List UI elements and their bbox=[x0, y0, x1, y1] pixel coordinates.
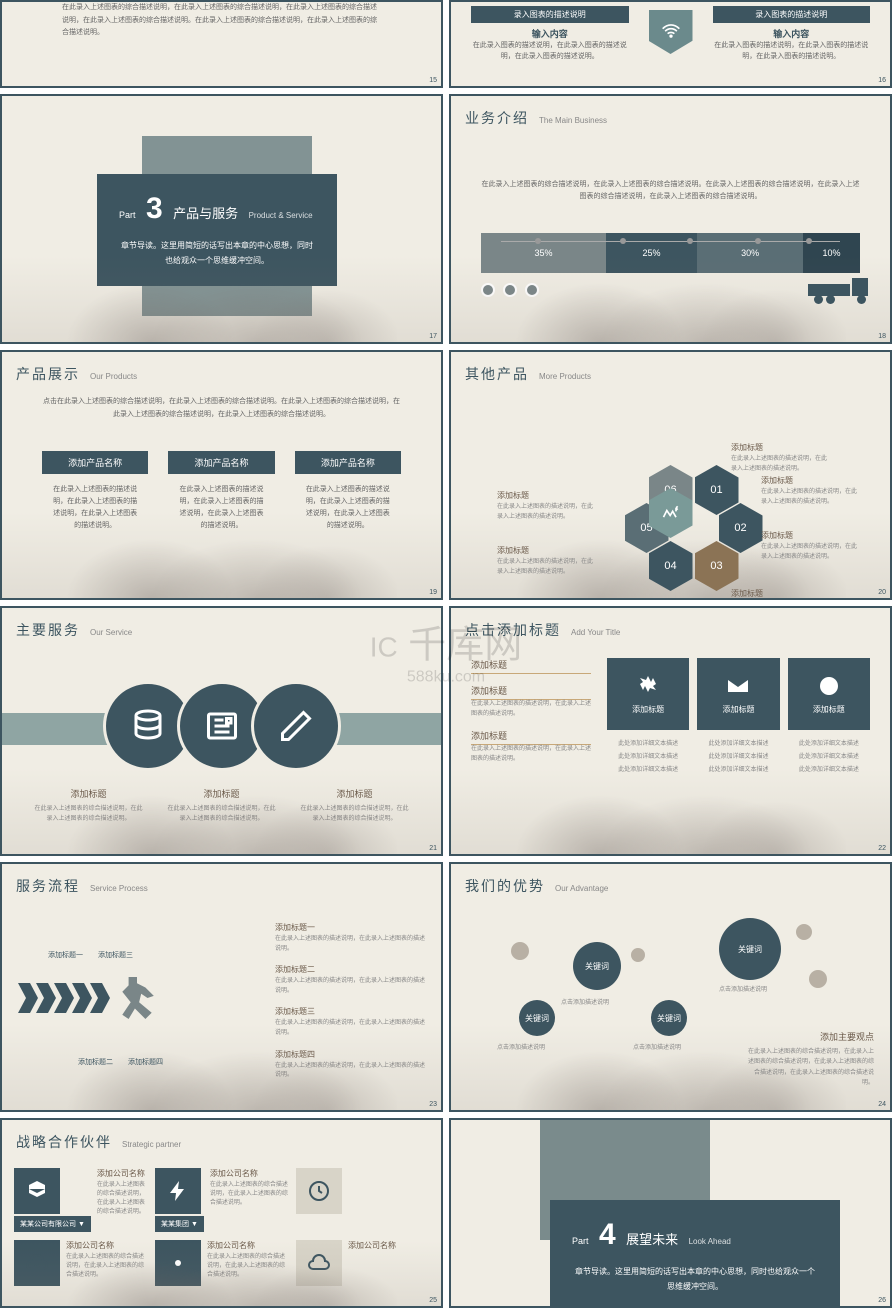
slide-25: 战略合作伙伴Strategic partner 某某公司有限公司 ▼添加公司名称… bbox=[0, 1118, 443, 1308]
partner-cell: 添加公司名称 bbox=[296, 1240, 429, 1286]
bar-segment: 30% bbox=[697, 233, 803, 273]
product-row: 添加产品名称在此录入上述图表的描述说明，在此录入上述图表的描述说明，在此录入上述… bbox=[2, 451, 441, 532]
card: 添加标题此处添加详细文本描述此处添加详细文本描述此处添加详细文本描述 bbox=[697, 658, 779, 840]
step-list: 添加标题一在此录入上述图表的描述说明，在此录入上述图表的描述说明。添加标题二在此… bbox=[275, 922, 425, 1088]
flow-label: 添加标题二 bbox=[78, 1057, 113, 1067]
slide-22: 点击添加标题Add Your Title 添加标题添加标题在此录入上述图表的描述… bbox=[449, 606, 892, 856]
bubble-diagram: 添加主要观点 在此录入上述图表的综合描述说明，在此录入上述图表的综合描述说明，在… bbox=[451, 902, 890, 1108]
slide-18: 业务介绍The Main Business 在此录入上述图表的综合描述说明，在此… bbox=[449, 94, 892, 344]
service-circles bbox=[32, 681, 411, 771]
col-right: 录入图表的描述说明 输入内容 在此录入图表的描述说明，在此录入图表的描述说明，在… bbox=[713, 6, 871, 82]
runner-icon bbox=[116, 977, 158, 1019]
hex-label: 添加标题在此录入上述图表的描述说明，在此录入上述图表的描述说明。 bbox=[731, 588, 831, 600]
slide-17-section: Part 3 产品与服务 Product & Service 章节导读。这里用简… bbox=[0, 94, 443, 344]
badge-icon bbox=[649, 10, 693, 78]
hex-label: 添加标题在此录入上述图表的描述说明，在此录入上述图表的描述说明。 bbox=[761, 475, 861, 507]
card: 添加标题此处添加详细文本描述此处添加详细文本描述此处添加详细文本描述 bbox=[788, 658, 870, 840]
partner-cell: 添加公司名称在此录入上述图表的综合描述说明，在此录入上述图表的综合描述说明。 bbox=[155, 1240, 288, 1286]
grey-bubble bbox=[511, 942, 529, 960]
main-point: 添加主要观点 在此录入上述图表的综合描述说明，在此录入上述图表的综合描述说明，在… bbox=[744, 1030, 874, 1088]
bubble-note: 点击添加描述说明 bbox=[719, 984, 799, 993]
col-left: 录入图表的描述说明 输入内容 在此录入图表的描述说明，在此录入图表的描述说明，在… bbox=[471, 6, 629, 82]
slide-23: 服务流程Service Process 添加标题一添加标题三添加标题二添加标题四… bbox=[0, 862, 443, 1112]
slide-19: 产品展示Our Products 点击在此录入上述图表的综合描述说明，在此录入上… bbox=[0, 350, 443, 600]
service-item: 添加标题在此录入上述图表的综合描述说明，在此录入上述图表的综合描述说明。 bbox=[165, 787, 278, 824]
grey-bubble bbox=[809, 970, 827, 988]
bubble-note: 点击添加描述说明 bbox=[561, 997, 641, 1006]
keyword-bubble: 关键词 bbox=[651, 1000, 687, 1036]
left-item: 添加标题在此录入上述图表的描述说明，在此录入上述图表的描述说明。 bbox=[471, 729, 591, 764]
bar-segment: 35% bbox=[481, 233, 606, 273]
slide-21: 主要服务Our Service 添加标题在此录入上述图表的综合描述说明，在此录入… bbox=[0, 606, 443, 856]
partner-cell: 某某公司有限公司 ▼添加公司名称在此录入上述图表的综合描述说明，在此录入上述图表… bbox=[14, 1168, 147, 1232]
partner-cell: 添加公司名称在此录入上述图表的综合描述说明，在此录入上述图表的综合描述说明。 bbox=[14, 1240, 147, 1286]
service-item: 添加标题在此录入上述图表的综合描述说明，在此录入上述图表的综合描述说明。 bbox=[32, 787, 145, 824]
page-number: 16 bbox=[878, 77, 886, 84]
grey-bubble bbox=[631, 948, 645, 962]
hex: 04 bbox=[649, 541, 693, 591]
slide-26-section: Part 4 展望未来 Look Ahead 章节导读。这里用简短的话写出本章的… bbox=[449, 1118, 892, 1308]
keyword-bubble: 关键词 bbox=[719, 918, 781, 980]
service-items: 添加标题在此录入上述图表的综合描述说明，在此录入上述图表的综合描述说明。添加标题… bbox=[32, 787, 411, 824]
slide-grid: 在此录入上述图表的综合描述说明，在此录入上述图表的综合描述说明，在此录入上述图表… bbox=[0, 0, 892, 1308]
left-list: 添加标题添加标题在此录入上述图表的描述说明，在此录入上述图表的描述说明。添加标题… bbox=[471, 658, 591, 840]
keyword-bubble: 关键词 bbox=[573, 942, 621, 990]
left-item: 添加标题 bbox=[471, 658, 591, 674]
hex-label: 添加标题在此录入上述图表的描述说明，在此录入上述图表的描述说明。 bbox=[761, 530, 861, 562]
hex: 03 bbox=[695, 541, 739, 591]
section-box: Part 4 展望未来 Look Ahead 章节导读。这里用简短的话写出本章的… bbox=[550, 1200, 840, 1308]
step-item: 添加标题三在此录入上述图表的描述说明，在此录入上述图表的描述说明。 bbox=[275, 1006, 425, 1038]
flow-label: 添加标题一 bbox=[48, 950, 83, 960]
step-item: 添加标题一在此录入上述图表的描述说明，在此录入上述图表的描述说明。 bbox=[275, 922, 425, 954]
slide-15: 在此录入上述图表的综合描述说明，在此录入上述图表的综合描述说明，在此录入上述图表… bbox=[0, 0, 443, 88]
partner-grid: 某某公司有限公司 ▼添加公司名称在此录入上述图表的综合描述说明，在此录入上述图表… bbox=[2, 1158, 441, 1308]
slide-20: 其他产品More Products 010203040506 添加标题在此录入上… bbox=[449, 350, 892, 600]
partner-cell bbox=[296, 1168, 429, 1232]
page-number: 15 bbox=[429, 77, 437, 84]
step-item: 添加标题四在此录入上述图表的描述说明，在此录入上述图表的描述说明。 bbox=[275, 1049, 425, 1081]
hex-label: 添加标题在此录入上述图表的描述说明，在此录入上述图表的描述说明。 bbox=[497, 545, 597, 577]
hex: 02 bbox=[719, 503, 763, 553]
product-item: 添加产品名称在此录入上述图表的描述说明，在此录入上述图表的描述说明，在此录入上述… bbox=[42, 451, 148, 532]
truck-icon bbox=[808, 276, 868, 304]
cards: 添加标题此处添加详细文本描述此处添加详细文本描述此处添加详细文本描述添加标题此处… bbox=[607, 658, 870, 840]
body-text: 在此录入上述图表的综合描述说明，在此录入上述图表的综合描述说明，在此录入上述图表… bbox=[2, 2, 441, 40]
hex-label: 添加标题在此录入上述图表的描述说明，在此录入上述图表的描述说明。 bbox=[497, 490, 597, 522]
card: 添加标题此处添加详细文本描述此处添加详细文本描述此处添加详细文本描述 bbox=[607, 658, 689, 840]
section-box: Part 3 产品与服务 Product & Service 章节导读。这里用简… bbox=[97, 174, 337, 286]
process-diagram: 添加标题一 添加标题三添加标题二 添加标题四 bbox=[18, 922, 257, 1088]
pencil-icon bbox=[251, 681, 341, 771]
hex-label: 添加标题在此录入上述图表的描述说明，在此录入上述图表的描述说明。 bbox=[731, 442, 831, 474]
flow-label: 添加标题三 bbox=[98, 950, 133, 960]
slide-24: 我们的优势Our Advantage 添加主要观点 在此录入上述图表的综合描述说… bbox=[449, 862, 892, 1112]
grey-bubble bbox=[796, 924, 812, 940]
left-item: 添加标题在此录入上述图表的描述说明，在此录入上述图表的描述说明。 bbox=[471, 684, 591, 719]
bubble-note: 点击添加描述说明 bbox=[497, 1042, 577, 1051]
flow-label: 添加标题四 bbox=[128, 1057, 163, 1067]
keyword-bubble: 关键词 bbox=[519, 1000, 555, 1036]
bubble-note: 点击添加描述说明 bbox=[633, 1042, 713, 1051]
service-item: 添加标题在此录入上述图表的综合描述说明，在此录入上述图表的综合描述说明。 bbox=[298, 787, 411, 824]
product-item: 添加产品名称在此录入上述图表的描述说明，在此录入上述图表的描述说明，在此录入上述… bbox=[168, 451, 274, 532]
step-item: 添加标题二在此录入上述图表的描述说明，在此录入上述图表的描述说明。 bbox=[275, 964, 425, 996]
partner-cell: 某某集团 ▼添加公司名称在此录入上述图表的综合描述说明，在此录入上述图表的综合描… bbox=[155, 1168, 288, 1232]
slide-16: 录入图表的描述说明 输入内容 在此录入图表的描述说明，在此录入图表的描述说明，在… bbox=[449, 0, 892, 88]
product-item: 添加产品名称在此录入上述图表的描述说明，在此录入上述图表的描述说明，在此录入上述… bbox=[295, 451, 401, 532]
